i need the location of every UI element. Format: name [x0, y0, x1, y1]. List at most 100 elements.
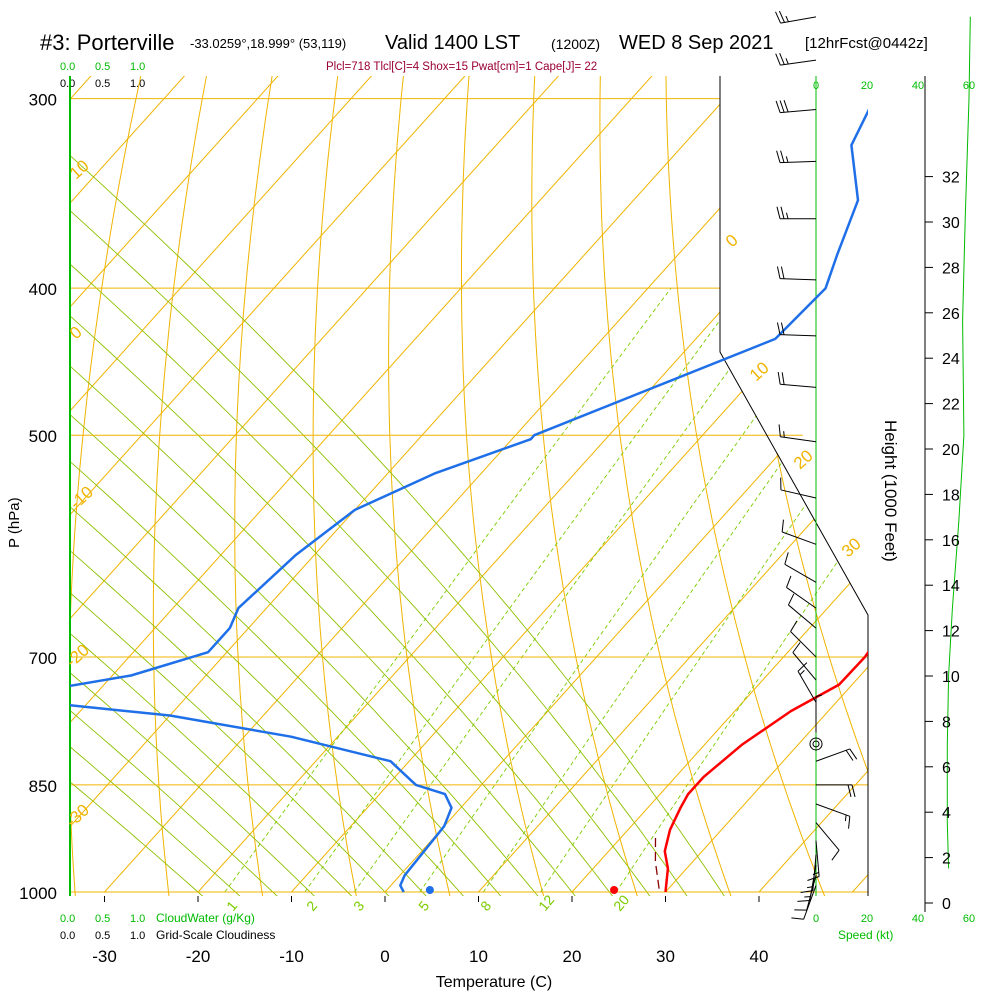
isobars	[70, 98, 868, 893]
barb-flag	[781, 372, 785, 385]
barb-flag	[780, 266, 785, 279]
barb-flag	[776, 322, 781, 335]
moist-adiabat-line	[70, 76, 707, 896]
temperature-tick-label: 40	[750, 947, 769, 966]
valid-time: Valid 1400 LST	[385, 32, 520, 54]
height-tick-label: 0	[942, 896, 951, 913]
bottom-cloudiness-scale-2: 1.0	[130, 930, 145, 942]
wind-barb	[776, 266, 817, 281]
isotherm-line	[571, 76, 868, 893]
height-tick-label: 4	[942, 805, 951, 822]
barb-flag	[797, 662, 808, 672]
barb-flag	[791, 917, 804, 920]
barb-shaft	[803, 885, 817, 920]
dry-adiabat-line	[312, 76, 363, 896]
wind-barbs	[775, 10, 971, 920]
moist-adiabat-line	[70, 76, 634, 896]
isotherm-line	[70, 76, 273, 893]
barb-flag	[831, 849, 840, 861]
barb-shaft	[797, 670, 817, 703]
station-title: #3: Porterville	[40, 30, 175, 55]
speed-bottom-tick-40: 40	[912, 913, 924, 925]
isotherm-line	[70, 76, 460, 893]
dry-adiabat-line	[599, 76, 742, 896]
speed-bottom-tick-0: 0	[813, 913, 819, 925]
stability-indices: Plcl=718 Tlcl[C]=4 Shox=15 Pwat[cm]=1 Ca…	[326, 61, 597, 73]
pressure-tick-label: 700	[29, 649, 57, 668]
moist-adiabat-line	[70, 76, 743, 896]
barb-flag	[779, 100, 785, 113]
speed-bottom-tick-20: 20	[861, 913, 873, 925]
speed-top-tick-20: 20	[861, 80, 873, 92]
speed-top-tick-40: 40	[912, 80, 924, 92]
wind-barb	[781, 519, 817, 545]
barb-flag	[790, 620, 798, 632]
barb-flag	[797, 900, 810, 902]
wind-barb	[816, 784, 856, 798]
temperature-tick-label: -20	[186, 947, 211, 966]
height-tick-label: 20	[942, 442, 960, 459]
surface-dewpoint-point	[425, 886, 434, 894]
barb-flag	[784, 552, 789, 565]
barb-flag	[778, 10, 785, 23]
barb-shaft	[780, 489, 817, 499]
barb-half-flag	[783, 431, 785, 438]
moist-adiabat-line	[70, 76, 235, 896]
barb-flag	[781, 519, 784, 533]
pressure-axis-label: P (hPa)	[6, 497, 23, 548]
wind-barb	[790, 620, 817, 658]
barb-flag	[776, 266, 781, 279]
top-cloudiness-scale-0: 0.0	[60, 78, 75, 90]
barb-flag	[780, 206, 785, 219]
wind-barb	[775, 10, 817, 24]
wind-barb	[776, 322, 817, 337]
height-tick-label: 30	[942, 215, 960, 232]
wind-barb	[778, 424, 817, 443]
height-tick-label: 26	[942, 306, 960, 323]
bottom-cloudwater-scale-1: 0.5	[95, 913, 110, 925]
wind-barb	[776, 206, 816, 220]
profiles	[70, 108, 868, 894]
barb-shaft	[784, 563, 817, 583]
height-tick-label: 6	[942, 760, 951, 777]
barb-flag	[777, 371, 781, 385]
barb-shaft	[788, 604, 817, 629]
barb-flag	[851, 784, 856, 798]
speed-bottom-tick-60: 60	[963, 913, 975, 925]
barb-half-flag	[799, 670, 805, 676]
barb-flag	[778, 424, 781, 437]
barb-flag	[783, 100, 789, 113]
forecast-info: [12hrFcst@0442z]	[805, 35, 928, 52]
barb-shaft	[780, 383, 817, 388]
temperature-tick-label: 30	[656, 947, 675, 966]
bottom-cloudwater-scale-0: 0.0	[60, 913, 75, 925]
moist-adiabat-line	[70, 76, 271, 896]
barb-flag	[775, 100, 781, 113]
top-cloudwater-scale-2: 1.0	[130, 61, 145, 73]
barb-flag	[787, 593, 795, 606]
wind-barb	[787, 593, 817, 629]
barb-flag	[848, 816, 851, 829]
barb-shaft	[786, 587, 817, 609]
parcel-profile-line	[654, 835, 660, 889]
barb-flag	[849, 748, 858, 760]
height-tick-label: 8	[942, 714, 951, 731]
wind-barb	[797, 662, 817, 703]
wind-barb	[815, 803, 851, 829]
wind-barb	[791, 885, 817, 920]
wind-barb	[815, 748, 858, 762]
barb-shaft	[815, 822, 840, 851]
temperature-tick-label: -10	[279, 947, 304, 966]
barb-shaft	[806, 875, 817, 911]
isotherm-line	[665, 76, 868, 893]
height-tick-label: 12	[942, 624, 960, 641]
barb-flag	[775, 53, 781, 66]
barb-shaft	[780, 59, 817, 66]
barb-half-flag	[844, 814, 847, 822]
barb-flag	[780, 322, 785, 335]
wind-barb	[792, 642, 817, 681]
moist-adiabat-line	[70, 76, 525, 896]
wind-barb	[780, 477, 817, 499]
dry-adiabat-line	[531, 76, 647, 896]
